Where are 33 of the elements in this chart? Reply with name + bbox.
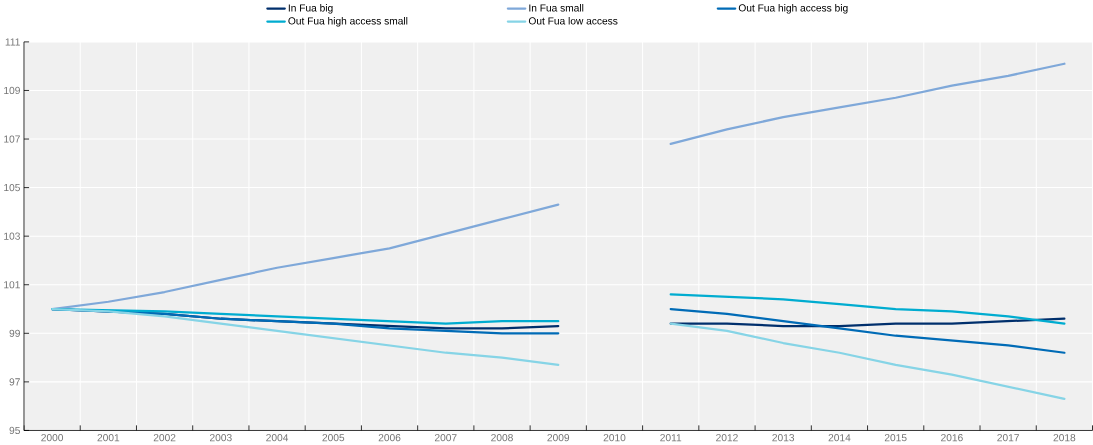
y-tick-label: 109 [4,87,20,95]
x-tick-label: 2006 [378,434,401,442]
x-tick-label: 2017 [997,434,1019,442]
x-tick-label: 2000 [41,434,64,442]
legend-label: In Fua big [288,4,333,14]
y-tick-label: 103 [4,232,20,240]
y-tick-label: 107 [4,135,20,143]
y-tick-label: 99 [9,329,20,338]
x-tick-label: 2007 [434,434,457,442]
y-tick-label: 101 [4,281,20,289]
y-tick-label: 105 [4,184,20,192]
y-tick-label: 95 [9,427,20,435]
x-tick-label: 2010 [603,434,626,442]
x-tick-label: 2015 [884,434,907,442]
x-tick-label: 2001 [97,434,120,442]
x-tick-label: 2011 [660,434,682,442]
legend-label: Out Fua high access big [738,4,848,14]
x-tick-label: 2002 [153,434,176,442]
x-tick-label: 2004 [266,434,289,442]
y-tick-label: 111 [5,38,20,46]
y-tick-label: 97 [9,378,20,386]
x-tick-label: 2012 [716,434,738,442]
x-tick-label: 2018 [1053,434,1076,442]
x-tick-label: 2014 [828,434,851,442]
legend-label: Out Fua low access [528,17,618,25]
legend-label: Out Fua high access small [288,17,408,27]
x-tick-label: 2003 [210,434,232,442]
x-tick-label: 2016 [941,434,963,442]
legend-label: In Fua small [529,4,584,12]
x-tick-label: 2009 [547,434,570,442]
x-tick-label: 2013 [772,434,795,442]
x-tick-label: 2005 [322,434,345,442]
x-tick-label: 2008 [491,434,513,442]
